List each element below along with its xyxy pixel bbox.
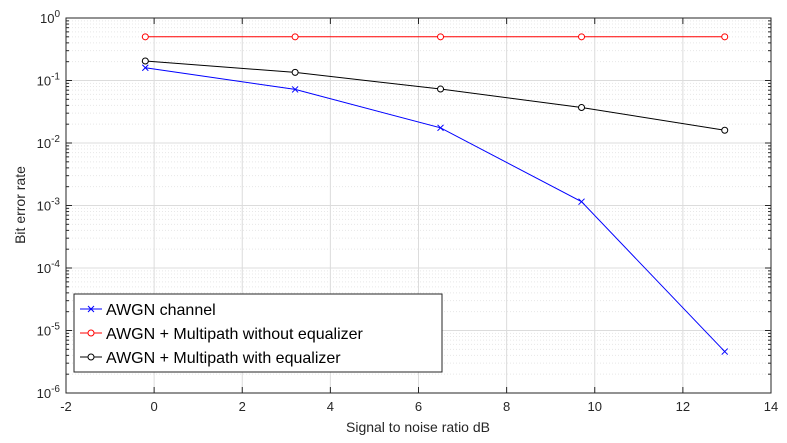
y-tick-label: 10-4 bbox=[37, 259, 61, 276]
legend-box bbox=[73, 293, 443, 373]
legend: AWGN channel AWGN + Multipath without equ… bbox=[73, 293, 443, 373]
y-axis-title: Bit error rate bbox=[12, 166, 28, 244]
y-tick-exponent: -4 bbox=[51, 259, 60, 270]
x-tick-label: 0 bbox=[151, 399, 158, 414]
legend-label: AWGN + Multipath without equalizer bbox=[106, 326, 364, 343]
data-point bbox=[141, 33, 149, 41]
y-tick-base: 10 bbox=[37, 74, 51, 89]
y-tick-exponent: -6 bbox=[51, 384, 60, 395]
legend-entry: AWGN + Multipath without equalizer bbox=[80, 326, 364, 343]
x-tick-label: 8 bbox=[503, 399, 510, 414]
y-tick-label: 10-3 bbox=[37, 197, 61, 214]
data-point bbox=[721, 33, 729, 41]
data-point bbox=[291, 68, 299, 76]
data-point bbox=[578, 198, 585, 206]
x-axis-title: Signal to noise ratio dB bbox=[346, 419, 490, 435]
data-point bbox=[141, 64, 149, 72]
x-tick-label: 14 bbox=[764, 399, 778, 414]
y-tick-base: 10 bbox=[37, 324, 51, 339]
marker-stroke bbox=[437, 124, 444, 132]
axis-ticks bbox=[65, 17, 772, 394]
y-tick-label: 10-1 bbox=[37, 72, 61, 89]
data-point bbox=[578, 33, 586, 41]
x-tick-label: 6 bbox=[415, 399, 422, 414]
y-tick-base: 10 bbox=[37, 136, 51, 151]
y-tick-label: 100 bbox=[40, 9, 60, 26]
y-tick-base: 10 bbox=[37, 199, 51, 214]
y-tick-exponent: 0 bbox=[54, 9, 60, 20]
data-point bbox=[578, 103, 586, 111]
y-tick-label: 10-2 bbox=[37, 134, 61, 151]
legend-marker bbox=[87, 305, 95, 313]
series-3 bbox=[141, 57, 729, 134]
x-tick-label: 12 bbox=[676, 399, 690, 414]
legend-marker bbox=[87, 329, 95, 337]
data-point bbox=[437, 85, 445, 93]
data-point bbox=[721, 348, 729, 355]
y-tick-base: 10 bbox=[37, 386, 51, 401]
x-tick-label: -2 bbox=[60, 399, 72, 414]
marker-stroke bbox=[141, 64, 149, 72]
data-point bbox=[721, 126, 729, 134]
marker-stroke bbox=[721, 348, 729, 355]
legend-entry: AWGN + Multipath with equalizer bbox=[80, 350, 341, 367]
minor-grid bbox=[66, 20, 771, 375]
y-tick-label: 10-6 bbox=[37, 384, 61, 401]
y-tick-base: 10 bbox=[40, 11, 54, 26]
legend-marker bbox=[87, 353, 95, 361]
series-layer bbox=[141, 33, 729, 355]
y-tick-exponent: -2 bbox=[51, 134, 60, 145]
legend-label: AWGN channel bbox=[106, 302, 216, 319]
data-point bbox=[291, 86, 299, 93]
series-2 bbox=[141, 33, 729, 41]
legend-label: AWGN + Multipath with equalizer bbox=[106, 350, 341, 367]
x-tick-label: 10 bbox=[588, 399, 602, 414]
data-point bbox=[291, 33, 299, 41]
x-tick-label: 2 bbox=[239, 399, 246, 414]
legend-entry: AWGN channel bbox=[80, 302, 216, 319]
x-tick-labels: -2 0 2 4 6 8 10 12 14 bbox=[60, 399, 778, 414]
y-tick-exponent: -5 bbox=[51, 322, 60, 333]
data-point bbox=[141, 57, 149, 65]
marker-stroke bbox=[578, 198, 585, 206]
y-tick-label: 10-5 bbox=[37, 322, 61, 339]
data-point bbox=[437, 124, 444, 132]
series-1 bbox=[141, 64, 729, 355]
data-point bbox=[437, 33, 445, 41]
y-tick-exponent: -3 bbox=[51, 197, 60, 208]
x-tick-label: 4 bbox=[327, 399, 334, 414]
marker-stroke bbox=[291, 86, 299, 93]
y-tick-base: 10 bbox=[37, 261, 51, 276]
y-tick-exponent: -1 bbox=[51, 72, 60, 83]
